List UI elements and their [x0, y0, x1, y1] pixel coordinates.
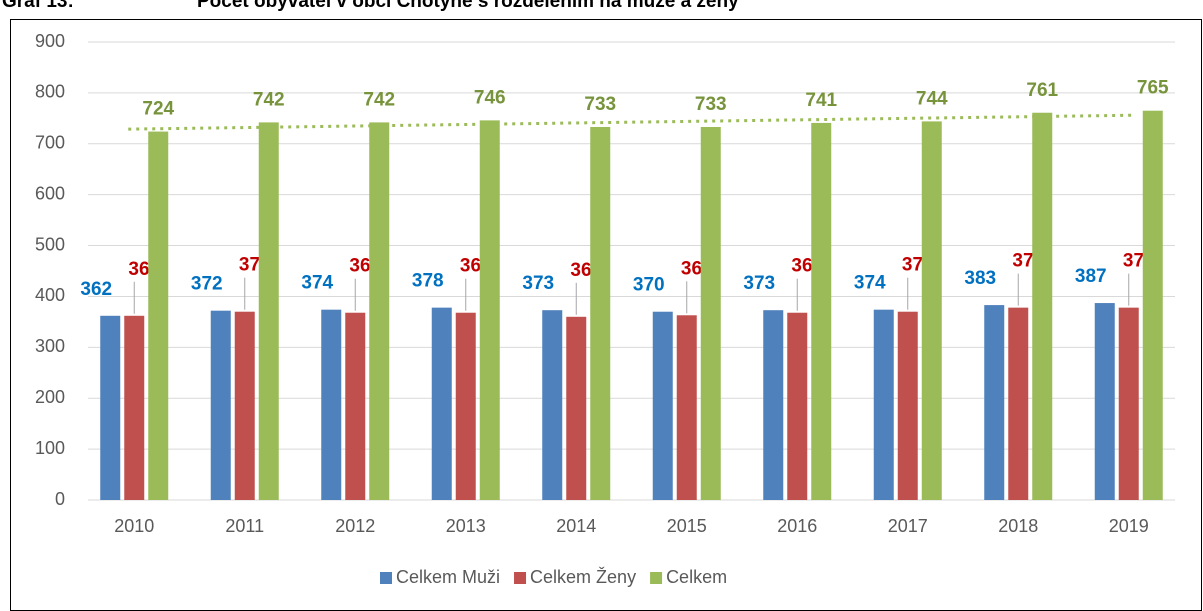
data-label: 761	[1026, 80, 1058, 101]
legend-swatch	[380, 572, 392, 584]
data-label: 370	[633, 275, 665, 296]
bar	[1094, 303, 1115, 500]
x-tick-label: 2010	[114, 516, 154, 536]
bar	[787, 312, 808, 500]
data-label: 733	[695, 94, 727, 115]
x-tick-label: 2016	[777, 516, 817, 536]
data-label: 742	[253, 89, 285, 110]
y-tick-label: 0	[55, 489, 65, 509]
y-tick-label: 100	[35, 438, 65, 458]
bar	[700, 126, 721, 501]
bar	[542, 310, 563, 500]
bar	[345, 312, 366, 500]
x-tick-label: 2018	[998, 516, 1038, 536]
y-tick-label: 400	[35, 285, 65, 305]
bar	[124, 315, 145, 500]
legend-label: Celkem	[666, 567, 727, 587]
data-label: 373	[743, 273, 775, 294]
bar	[1142, 110, 1163, 500]
data-label: 742	[363, 89, 395, 110]
bar	[897, 311, 918, 500]
bar	[234, 311, 255, 500]
data-label: 373	[522, 273, 554, 294]
bar	[1008, 307, 1029, 500]
data-label: 387	[1075, 266, 1107, 287]
data-label: 724	[142, 99, 174, 120]
x-tick-label: 2017	[888, 516, 928, 536]
bar	[984, 305, 1005, 500]
data-label: 765	[1137, 78, 1169, 99]
data-label: 374	[854, 273, 886, 294]
bar	[258, 122, 279, 500]
y-tick-label: 900	[35, 31, 65, 51]
y-tick-label: 700	[35, 133, 65, 153]
bar	[431, 307, 452, 500]
data-label: 372	[191, 274, 223, 295]
legend-swatch	[514, 572, 527, 584]
bar	[676, 315, 697, 500]
legend-label: Celkem Ženy	[530, 567, 636, 587]
bar	[100, 315, 121, 500]
bar	[590, 126, 611, 501]
bar	[148, 131, 169, 500]
x-tick-label: 2012	[335, 516, 375, 536]
y-tick-label: 600	[35, 183, 65, 203]
bar	[763, 310, 784, 500]
x-tick-label: 2014	[556, 516, 596, 536]
x-tick-label: 2015	[667, 516, 707, 536]
y-tick-label: 300	[35, 336, 65, 356]
bar	[369, 122, 390, 500]
chart-title-number: Graf 13:	[2, 0, 74, 12]
bar	[566, 316, 587, 500]
y-tick-label: 800	[35, 82, 65, 102]
bar	[210, 310, 231, 500]
data-label: 378	[412, 271, 444, 292]
data-label: 744	[916, 88, 948, 109]
data-label: 733	[584, 94, 616, 115]
data-label: 746	[474, 87, 506, 108]
data-label: 374	[301, 273, 333, 294]
bar	[479, 120, 500, 500]
bar	[652, 311, 673, 500]
y-tick-label: 500	[35, 234, 65, 254]
bar	[1118, 307, 1139, 500]
bar	[921, 121, 942, 501]
legend-swatch	[650, 572, 663, 584]
chart-title: Počet obyvatel v obci Chotyně s rozdělen…	[197, 0, 739, 12]
bar	[873, 309, 894, 500]
x-tick-label: 2011	[225, 516, 264, 536]
data-label: 383	[964, 268, 996, 289]
data-label: 741	[805, 90, 837, 111]
trendline	[128, 113, 1133, 131]
bar	[321, 309, 342, 500]
bar	[455, 312, 476, 500]
bar	[811, 122, 832, 500]
x-tick-label: 2013	[446, 516, 486, 536]
x-tick-label: 2019	[1109, 516, 1149, 536]
legend-label: Celkem Muži	[396, 567, 500, 587]
bar	[1032, 112, 1053, 500]
y-tick-label: 200	[35, 387, 65, 407]
data-label: 362	[80, 279, 112, 300]
